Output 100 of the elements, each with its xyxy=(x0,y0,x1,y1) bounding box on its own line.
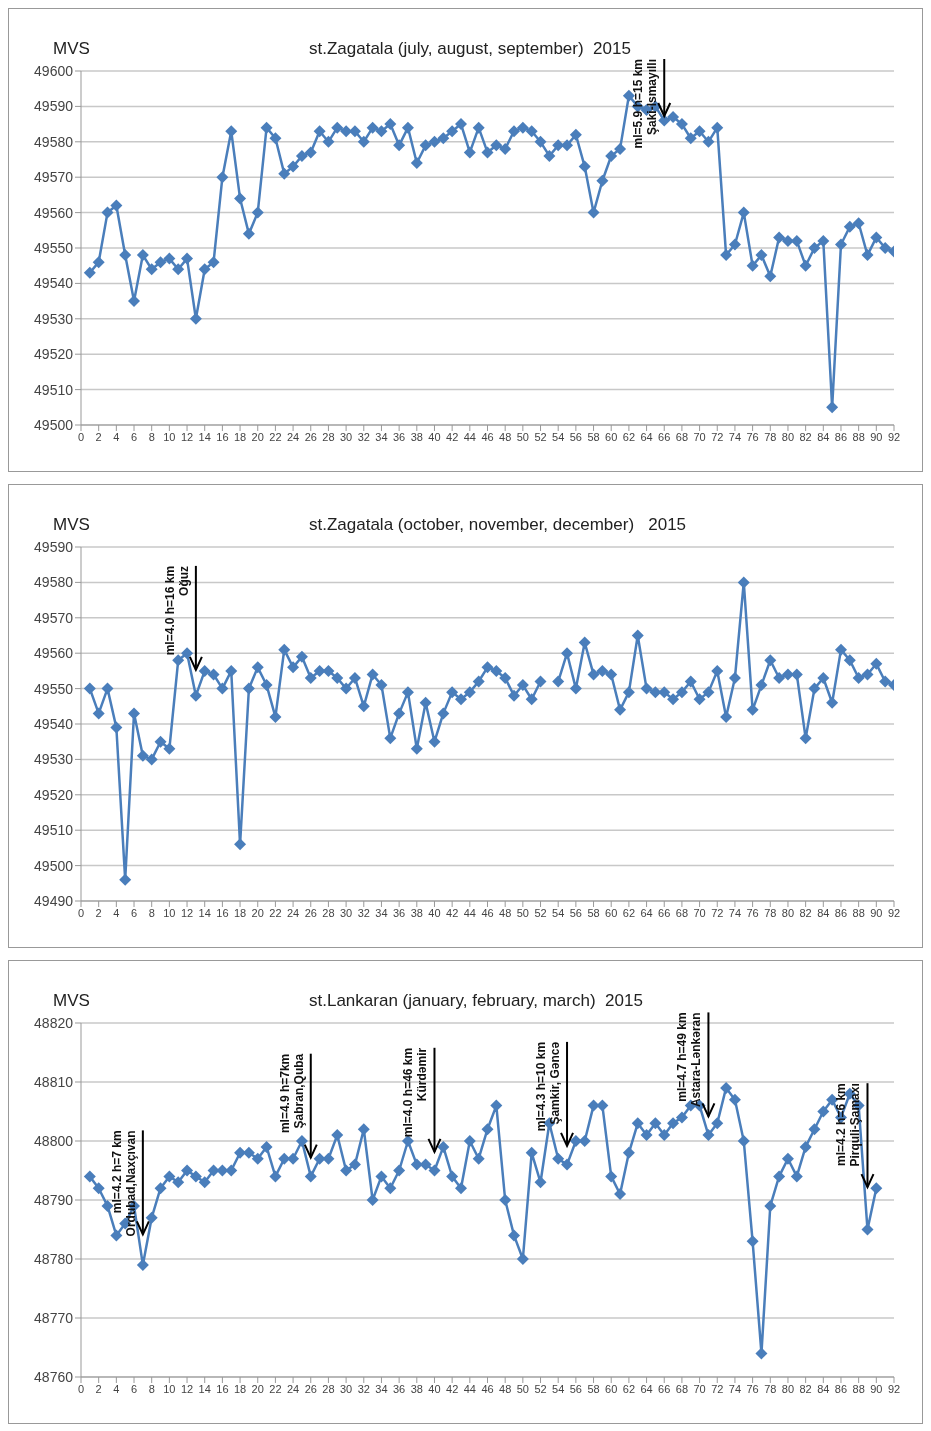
x-tick-label: 76 xyxy=(746,1382,759,1395)
x-tick-label: 2 xyxy=(95,430,102,443)
y-tick-label: 49490 xyxy=(34,892,74,909)
x-tick-label: 28 xyxy=(322,1382,335,1395)
x-tick-label: 4 xyxy=(113,906,120,919)
x-tick-label: 32 xyxy=(357,906,370,919)
x-tick-label: 54 xyxy=(552,430,565,443)
y-tick-label: 48820 xyxy=(34,1014,74,1031)
y-tick-label: 49530 xyxy=(34,751,74,768)
y-tick-label: 49550 xyxy=(34,680,74,697)
y-tick-label: 49520 xyxy=(34,786,74,803)
x-tick-label: 56 xyxy=(569,430,582,443)
chart-title: st.Zagatala (july, august, september) 2015 xyxy=(309,39,631,59)
x-tick-label: 32 xyxy=(357,430,370,443)
y-tick-label: 48760 xyxy=(34,1368,74,1385)
x-tick-label: 76 xyxy=(746,430,759,443)
x-tick-label: 56 xyxy=(569,1382,582,1395)
x-tick-label: 50 xyxy=(516,430,529,443)
x-tick-label: 48 xyxy=(499,1382,512,1395)
x-tick-label: 92 xyxy=(887,906,901,919)
x-tick-label: 84 xyxy=(817,906,830,919)
y-tick-label: 49540 xyxy=(34,275,74,292)
chart-title: st.Lankaran (january, february, march) 2015 xyxy=(309,991,643,1011)
x-tick-label: 18 xyxy=(233,1382,247,1395)
y-tick-label: 49570 xyxy=(34,609,74,626)
x-tick-label: 10 xyxy=(163,1382,176,1395)
annotation: ml=5.9 h=15 km Şaki-Ismayıllı xyxy=(631,59,660,149)
x-tick-label: 62 xyxy=(622,1382,636,1395)
x-tick-label: 80 xyxy=(781,1382,795,1395)
y-tick-label: 49590 xyxy=(34,98,74,115)
x-tick-label: 18 xyxy=(233,906,247,919)
x-tick-label: 66 xyxy=(658,1382,671,1395)
x-tick-label: 80 xyxy=(781,430,795,443)
x-tick-label: 50 xyxy=(516,906,529,919)
x-tick-label: 10 xyxy=(163,906,176,919)
chart-title: st.Zagatala (october, november, december) 2015 xyxy=(309,515,687,535)
x-tick-label: 88 xyxy=(852,430,865,443)
y-tick-label: 48790 xyxy=(34,1191,74,1208)
x-tick-label: 58 xyxy=(587,906,600,919)
y-tick-label: 49550 xyxy=(34,239,74,256)
y-tick-label: 49570 xyxy=(34,169,74,186)
y-tick-label: 48780 xyxy=(34,1250,74,1267)
x-tick-label: 0 xyxy=(77,1382,85,1395)
x-tick-label: 14 xyxy=(198,1382,211,1395)
x-tick-label: 72 xyxy=(711,430,724,443)
x-tick-label: 16 xyxy=(216,906,229,919)
x-tick-label: 70 xyxy=(693,1382,706,1395)
x-tick-label: 12 xyxy=(180,430,194,443)
x-tick-label: 58 xyxy=(587,430,600,443)
annotation: ml=4.9 h=7km Şabran,Quba xyxy=(277,1053,306,1134)
x-tick-label: 62 xyxy=(622,430,636,443)
x-tick-label: 30 xyxy=(339,906,353,919)
x-tick-label: 78 xyxy=(764,906,777,919)
x-tick-label: 46 xyxy=(481,906,494,919)
y-tick-label: 49540 xyxy=(34,715,74,732)
x-tick-label: 22 xyxy=(269,906,282,919)
x-tick-label: 26 xyxy=(304,1382,317,1395)
x-tick-label: 82 xyxy=(799,1382,812,1395)
x-tick-label: 40 xyxy=(428,1382,441,1395)
x-tick-label: 34 xyxy=(375,430,388,443)
x-tick-label: 38 xyxy=(410,430,423,443)
x-tick-label: 90 xyxy=(870,430,883,443)
x-tick-label: 2 xyxy=(95,906,102,919)
x-tick-label: 20 xyxy=(251,430,264,443)
x-tick-label: 24 xyxy=(286,1382,300,1395)
y-tick-label: 49500 xyxy=(34,416,74,433)
x-tick-label: 64 xyxy=(640,906,653,919)
x-tick-label: 86 xyxy=(834,1382,848,1395)
x-tick-label: 72 xyxy=(711,906,724,919)
x-tick-label: 84 xyxy=(817,430,830,443)
x-tick-label: 64 xyxy=(640,430,653,443)
y-tick-label: 49560 xyxy=(34,645,74,662)
x-tick-label: 48 xyxy=(499,430,512,443)
x-tick-label: 54 xyxy=(552,1382,565,1395)
x-tick-label: 44 xyxy=(463,1382,476,1395)
x-tick-label: 10 xyxy=(163,430,176,443)
x-tick-label: 66 xyxy=(658,906,671,919)
x-tick-label: 76 xyxy=(746,906,759,919)
x-tick-label: 26 xyxy=(304,430,317,443)
x-tick-label: 0 xyxy=(77,906,85,919)
annotation: ml=4.2 h=7 km Ordubad,Naxçıvan xyxy=(109,1130,138,1237)
x-tick-label: 52 xyxy=(534,430,547,443)
x-tick-label: 8 xyxy=(148,430,155,443)
x-tick-label: 36 xyxy=(393,906,406,919)
x-tick-label: 68 xyxy=(675,1382,689,1395)
y-tick-label: 49520 xyxy=(34,346,74,363)
x-tick-label: 58 xyxy=(587,1382,600,1395)
x-tick-label: 22 xyxy=(269,1382,282,1395)
x-tick-label: 38 xyxy=(410,906,423,919)
x-tick-label: 16 xyxy=(216,1382,229,1395)
x-tick-label: 44 xyxy=(463,430,476,443)
x-tick-label: 44 xyxy=(463,906,476,919)
x-tick-label: 68 xyxy=(675,906,689,919)
x-tick-label: 8 xyxy=(148,906,155,919)
x-tick-label: 42 xyxy=(446,1382,459,1395)
x-tick-label: 82 xyxy=(799,906,812,919)
x-tick-label: 12 xyxy=(180,906,194,919)
y-tick-label: 49510 xyxy=(34,822,74,839)
x-tick-label: 14 xyxy=(198,906,211,919)
x-tick-label: 28 xyxy=(322,906,335,919)
